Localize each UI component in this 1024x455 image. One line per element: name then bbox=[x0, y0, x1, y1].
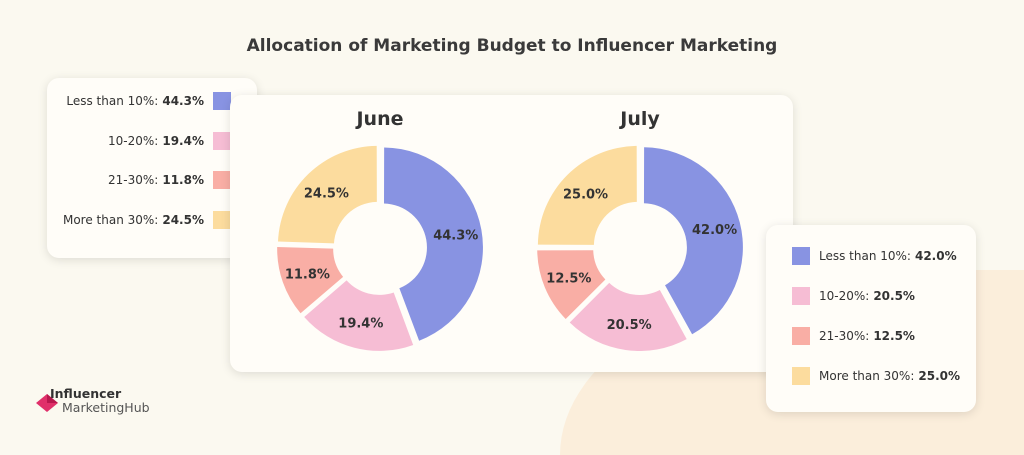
legend-label: 21-30%: bbox=[819, 329, 870, 343]
legend-item: Less than 10%: 42.0% bbox=[792, 247, 957, 265]
legend-july: Less than 10%: 42.0% 10-20%: 20.5% 21-30%:… bbox=[766, 225, 976, 412]
chart-title: Allocation of Marketing Budget to Influe… bbox=[246, 36, 778, 56]
donut-title: July bbox=[618, 108, 660, 130]
donut-slice-10-20- bbox=[569, 282, 687, 351]
legend-label: More than 30%: bbox=[819, 369, 915, 383]
legend-label: Less than 10%: bbox=[819, 249, 911, 263]
data-label: 44.3% bbox=[433, 228, 478, 243]
logo-icon bbox=[36, 394, 58, 412]
data-label: 19.4% bbox=[338, 317, 383, 332]
legend-value: 11.8% bbox=[162, 173, 204, 187]
data-label: 20.5% bbox=[607, 318, 652, 333]
donut-slice-21-30- bbox=[537, 250, 606, 320]
legend-swatch bbox=[792, 247, 810, 265]
logo-text-2: MarketingHub bbox=[62, 400, 150, 415]
legend-label: More than 30%: bbox=[62, 213, 159, 227]
legend-value: 44.3% bbox=[162, 94, 204, 108]
data-label: 24.5% bbox=[304, 187, 349, 202]
legend-swatch bbox=[213, 132, 231, 150]
legend-swatch bbox=[792, 327, 810, 345]
legend-label: 10-20%: bbox=[108, 134, 159, 148]
data-label: 11.8% bbox=[285, 268, 330, 283]
data-label: 42.0% bbox=[692, 223, 737, 238]
legend-item: 10-20%: 20.5% bbox=[792, 287, 915, 305]
donut-slice-more-than-30- bbox=[278, 145, 377, 244]
data-label: 25.0% bbox=[563, 188, 608, 203]
legend-value: 25.0% bbox=[918, 369, 961, 383]
legend-item: 10-20%: 19.4% bbox=[108, 132, 231, 150]
donut-slice-10-20- bbox=[304, 280, 414, 351]
legend-label: 21-30%: bbox=[108, 173, 159, 187]
donut-slice-less-than-10- bbox=[643, 147, 743, 335]
legend-item: More than 30%: 24.5% bbox=[63, 211, 231, 229]
legend-swatch bbox=[213, 171, 231, 189]
legend-value: 20.5% bbox=[873, 289, 915, 303]
legend-swatch bbox=[213, 211, 231, 229]
legend-item: 21-30%: 12.5% bbox=[792, 327, 915, 345]
legend-item: More than 30%: 25.0% bbox=[792, 367, 960, 385]
legend-item: Less than 10%: 44.3% bbox=[66, 92, 231, 110]
legend-value: 24.5% bbox=[162, 213, 204, 227]
donut-slice-more-than-30- bbox=[537, 145, 637, 245]
data-label: 12.5% bbox=[546, 271, 591, 286]
legend-swatch bbox=[792, 287, 810, 305]
legend-value: 19.4% bbox=[162, 134, 204, 148]
legend-label: 10-20%: bbox=[819, 289, 870, 303]
logo: Influencer MarketingHub bbox=[36, 386, 196, 420]
legend-value: 42.0% bbox=[914, 249, 957, 263]
legend-label: Less than 10%: bbox=[66, 94, 159, 108]
legend-june: Less than 10%: 44.3% 10-20%: 19.4% 21-30%:… bbox=[47, 78, 257, 258]
legend-value: 12.5% bbox=[873, 329, 915, 343]
donut-slice-21-30- bbox=[277, 247, 344, 314]
logo-text-1: Influencer bbox=[50, 386, 122, 401]
donut-title: June bbox=[354, 108, 403, 130]
legend-swatch bbox=[213, 92, 231, 110]
legend-item: 21-30%: 11.8% bbox=[108, 171, 231, 189]
donut-slice-less-than-10- bbox=[384, 147, 483, 341]
legend-swatch bbox=[792, 367, 810, 385]
